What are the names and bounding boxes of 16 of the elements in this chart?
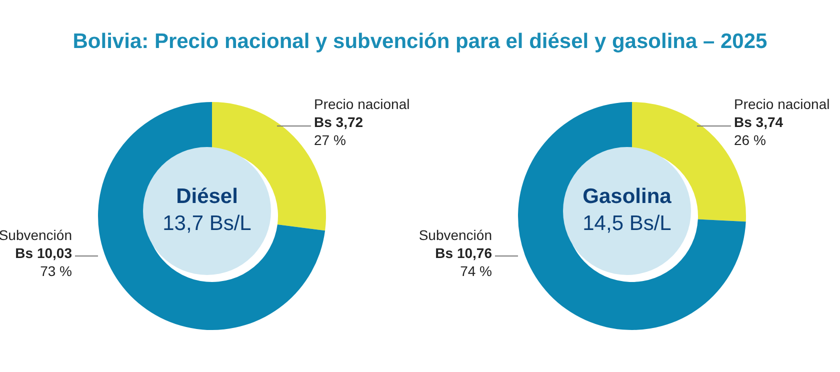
text: 74 % <box>460 263 492 279</box>
data-label: Bs 10,76 <box>434 244 492 262</box>
data-label: Bs 10,03 <box>14 244 72 262</box>
text: 27 % <box>314 132 346 148</box>
slice-label: Precio nacional <box>314 95 410 113</box>
data-label: Bs 3,72 <box>314 113 364 131</box>
text: Gasolina <box>582 184 672 210</box>
text: 26 % <box>734 132 766 148</box>
text: 13,7 Bs/L <box>162 211 252 237</box>
chart-title: Bolivia: Precio nacional y subvención para el diésel y gasolina – 2025 <box>72 30 768 54</box>
slice-label: Subvención <box>418 226 492 244</box>
text: Diésel <box>175 184 239 210</box>
slice-label: Precio nacional <box>734 95 830 113</box>
text: 14,5 Bs/L <box>582 211 672 237</box>
text: 73 % <box>40 263 72 279</box>
data-label: Bs 3,74 <box>734 113 784 131</box>
